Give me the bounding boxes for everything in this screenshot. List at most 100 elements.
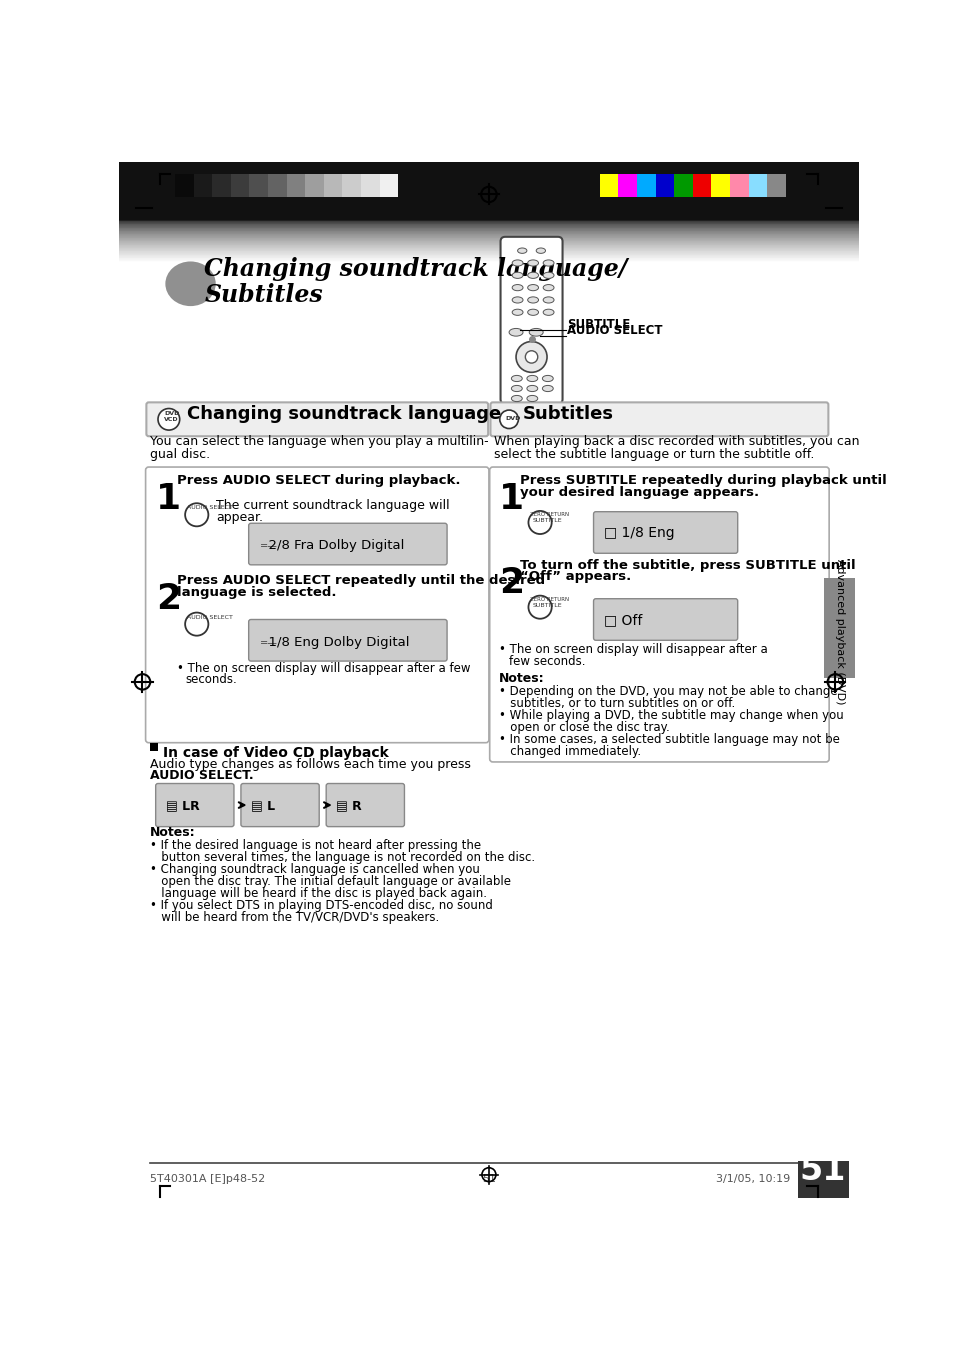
Text: subtitles, or to turn subtitles on or off.: subtitles, or to turn subtitles on or of… bbox=[498, 697, 735, 709]
Bar bbox=[599, 174, 618, 197]
Text: language will be heard if the disc is played back again.: language will be heard if the disc is pl… bbox=[150, 886, 487, 900]
Bar bbox=[150, 743, 158, 751]
Text: DVD: DVD bbox=[164, 411, 179, 416]
Ellipse shape bbox=[542, 385, 553, 392]
Text: gual disc.: gual disc. bbox=[150, 447, 211, 461]
Text: 1: 1 bbox=[155, 482, 181, 516]
Ellipse shape bbox=[511, 385, 521, 392]
Ellipse shape bbox=[542, 259, 554, 266]
Text: SUBTITLE: SUBTITLE bbox=[532, 603, 561, 608]
FancyBboxPatch shape bbox=[155, 784, 233, 827]
Ellipse shape bbox=[512, 297, 522, 303]
Text: Advanced playback (DVD): Advanced playback (DVD) bbox=[834, 559, 844, 705]
Text: ZERO RETURN: ZERO RETURN bbox=[530, 597, 569, 603]
Bar bbox=[286, 174, 305, 197]
Text: 2: 2 bbox=[498, 566, 523, 600]
Text: AUDIO SELECT: AUDIO SELECT bbox=[187, 505, 233, 511]
Circle shape bbox=[525, 351, 537, 363]
Text: • The on screen display will disappear after a few: • The on screen display will disappear a… bbox=[176, 662, 470, 676]
FancyBboxPatch shape bbox=[490, 403, 827, 436]
Circle shape bbox=[528, 511, 551, 534]
FancyBboxPatch shape bbox=[249, 523, 447, 565]
Ellipse shape bbox=[512, 273, 522, 278]
Text: Notes:: Notes: bbox=[150, 825, 195, 839]
Text: To turn off the subtitle, press SUBTITLE until: To turn off the subtitle, press SUBTITLE… bbox=[519, 559, 855, 571]
FancyBboxPatch shape bbox=[146, 467, 488, 743]
Bar bbox=[748, 174, 766, 197]
Bar bbox=[766, 174, 785, 197]
Ellipse shape bbox=[526, 385, 537, 392]
Text: 3/1/05, 10:19: 3/1/05, 10:19 bbox=[716, 1174, 789, 1185]
Bar bbox=[637, 174, 655, 197]
Ellipse shape bbox=[526, 396, 537, 401]
Ellipse shape bbox=[512, 285, 522, 290]
Text: 2/8 Fra Dolby Digital: 2/8 Fra Dolby Digital bbox=[260, 539, 404, 553]
Bar bbox=[674, 174, 692, 197]
FancyBboxPatch shape bbox=[241, 784, 319, 827]
Text: few seconds.: few seconds. bbox=[509, 655, 585, 667]
Bar bbox=[379, 174, 397, 197]
Text: changed immediately.: changed immediately. bbox=[498, 744, 640, 758]
Text: ▤ R: ▤ R bbox=[335, 798, 361, 812]
Circle shape bbox=[185, 612, 208, 636]
Text: • Depending on the DVD, you may not be able to change: • Depending on the DVD, you may not be a… bbox=[498, 685, 837, 698]
Ellipse shape bbox=[526, 376, 537, 381]
Text: Press SUBTITLE repeatedly during playback until: Press SUBTITLE repeatedly during playbac… bbox=[519, 474, 885, 486]
Bar bbox=[268, 174, 286, 197]
Ellipse shape bbox=[536, 249, 545, 254]
Text: 5T40301A [E]p48-52: 5T40301A [E]p48-52 bbox=[150, 1174, 265, 1185]
Ellipse shape bbox=[511, 396, 521, 401]
FancyBboxPatch shape bbox=[489, 467, 828, 762]
Text: 51: 51 bbox=[481, 1174, 496, 1185]
Text: The current soundtrack language will: The current soundtrack language will bbox=[216, 499, 449, 512]
Text: • If you select DTS in playing DTS-encoded disc, no sound: • If you select DTS in playing DTS-encod… bbox=[150, 898, 493, 912]
Text: open or close the disc tray.: open or close the disc tray. bbox=[498, 721, 669, 734]
Text: • In some cases, a selected subtitle language may not be: • In some cases, a selected subtitle lan… bbox=[498, 732, 839, 746]
Ellipse shape bbox=[527, 285, 537, 290]
Ellipse shape bbox=[542, 309, 554, 315]
Ellipse shape bbox=[512, 309, 522, 315]
Bar bbox=[798, 1161, 847, 1198]
Text: □ Off: □ Off bbox=[603, 613, 641, 627]
Ellipse shape bbox=[542, 273, 554, 278]
Text: “Off” appears.: “Off” appears. bbox=[519, 570, 631, 584]
Ellipse shape bbox=[542, 297, 554, 303]
FancyBboxPatch shape bbox=[326, 784, 404, 827]
Circle shape bbox=[516, 342, 546, 373]
Text: Changing soundtrack language: Changing soundtrack language bbox=[187, 405, 500, 423]
Text: Audio type changes as follows each time you press: Audio type changes as follows each time … bbox=[150, 758, 471, 771]
FancyBboxPatch shape bbox=[500, 236, 562, 404]
Text: appear.: appear. bbox=[216, 511, 263, 524]
Text: ZERO RETURN: ZERO RETURN bbox=[530, 512, 569, 516]
Text: SUBTITLE: SUBTITLE bbox=[567, 317, 630, 331]
Bar bbox=[711, 174, 729, 197]
Text: • If the desired language is not heard after pressing the: • If the desired language is not heard a… bbox=[150, 839, 481, 852]
Text: Changing soundtrack language/: Changing soundtrack language/ bbox=[204, 257, 627, 281]
Ellipse shape bbox=[542, 376, 553, 381]
Text: 51: 51 bbox=[799, 1154, 845, 1188]
Text: will be heard from the TV/VCR/DVD's speakers.: will be heard from the TV/VCR/DVD's spea… bbox=[150, 911, 439, 924]
Bar bbox=[692, 174, 711, 197]
Text: • While playing a DVD, the subtitle may change when you: • While playing a DVD, the subtitle may … bbox=[498, 709, 842, 721]
Ellipse shape bbox=[165, 262, 215, 307]
Text: 1/8 Eng Dolby Digital: 1/8 Eng Dolby Digital bbox=[260, 636, 410, 648]
Text: 1: 1 bbox=[498, 482, 523, 516]
Ellipse shape bbox=[527, 297, 537, 303]
Text: ▤ LR: ▤ LR bbox=[166, 798, 199, 812]
Bar bbox=[231, 174, 249, 197]
Ellipse shape bbox=[527, 273, 537, 278]
Ellipse shape bbox=[542, 285, 554, 290]
Text: Subtitles: Subtitles bbox=[204, 284, 323, 307]
Bar bbox=[174, 174, 193, 197]
Bar bbox=[342, 174, 360, 197]
Text: seconds.: seconds. bbox=[186, 673, 237, 686]
Circle shape bbox=[158, 408, 179, 430]
Bar bbox=[323, 174, 342, 197]
Text: your desired language appears.: your desired language appears. bbox=[519, 485, 759, 499]
Text: □ 1/8 Eng: □ 1/8 Eng bbox=[603, 526, 674, 540]
Circle shape bbox=[528, 596, 551, 619]
Ellipse shape bbox=[527, 259, 537, 266]
Text: When playing back a disc recorded with subtitles, you can: When playing back a disc recorded with s… bbox=[494, 435, 859, 449]
Bar bbox=[249, 174, 268, 197]
Text: Subtitles: Subtitles bbox=[522, 405, 614, 423]
